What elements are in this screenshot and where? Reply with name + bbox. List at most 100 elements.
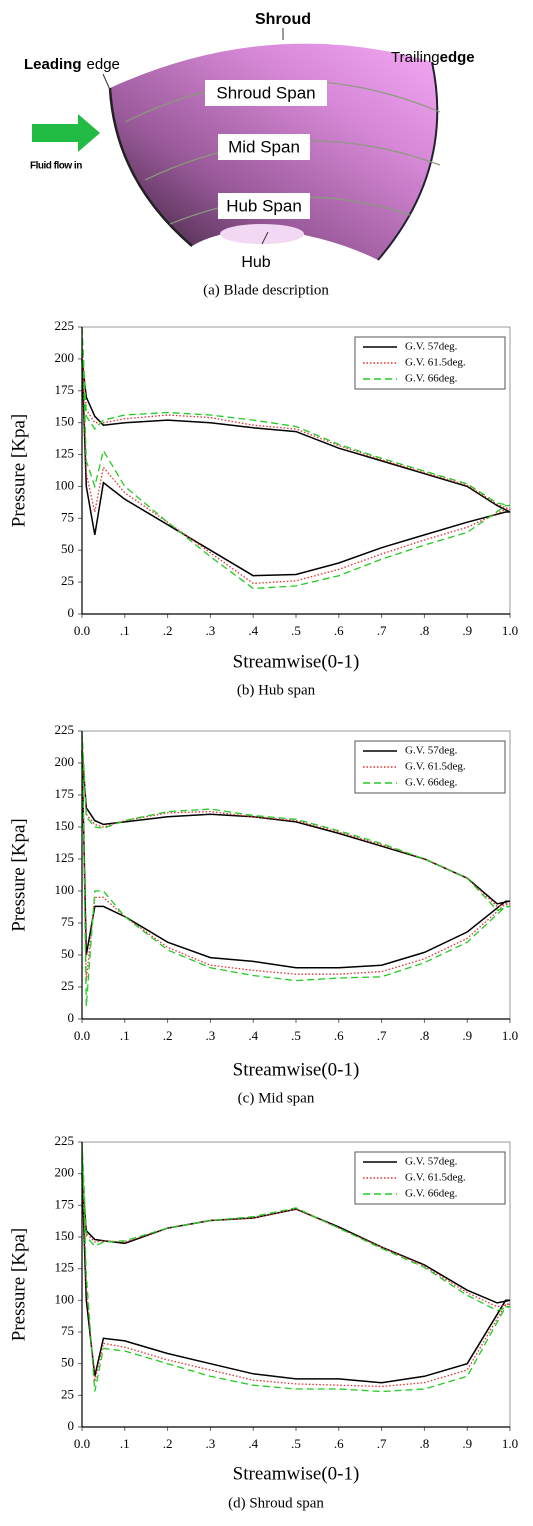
label-rest: edge <box>87 56 120 73</box>
y-tick-label: 150 <box>55 414 75 429</box>
y-tick-label: 25 <box>61 573 74 588</box>
x-tick-label: .6 <box>334 623 344 638</box>
label-bold: Leading <box>24 56 82 73</box>
blade-diagram: Shroud Leading edge Trailingedge Shroud S… <box>24 11 475 298</box>
x-tick-label: .4 <box>248 623 258 638</box>
y-tick-label: 75 <box>61 509 74 524</box>
y-tick-label: 50 <box>61 541 74 556</box>
label-box <box>205 80 327 106</box>
y-tick-label: 125 <box>55 446 75 461</box>
series-line <box>81 358 511 577</box>
x-tick-label: 0.0 <box>74 1436 90 1451</box>
leading-edge-label: Leading edge <box>24 56 120 73</box>
x-tick-label: 1.0 <box>502 623 518 638</box>
legend-box <box>354 1151 506 1205</box>
x-tick-label: 0.0 <box>74 1028 90 1043</box>
x-tick-label: .3 <box>206 623 216 638</box>
y-tick-label: 75 <box>61 1323 74 1338</box>
series-line <box>81 326 511 590</box>
x-axis-title: Streamwise(0-1) <box>233 1059 360 1080</box>
x-tick-label: .5 <box>291 623 301 638</box>
label-rest: Trailing <box>391 49 440 66</box>
hub-label: Hub <box>241 254 270 271</box>
series-line <box>81 1173 511 1384</box>
y-tick-label: 50 <box>61 1355 74 1370</box>
x-tick-label: .4 <box>248 1436 258 1451</box>
trailing-edge-label: Trailingedge <box>391 49 475 66</box>
caption: (b) Hub span <box>237 682 316 698</box>
y-tick-label: 225 <box>55 1133 75 1148</box>
x-tick-label: .7 <box>377 1028 387 1043</box>
x-tick-label: .8 <box>420 1028 430 1043</box>
y-tick-label: 125 <box>55 1260 75 1275</box>
x-axis-title: Streamwise(0-1) <box>233 651 360 672</box>
legend-label: G.V. 57deg. <box>405 341 458 353</box>
x-tick-label: .1 <box>120 623 130 638</box>
chart: 0 25 50 75 100 125 150 175 200 225 0.0 .1 .2 .3 .4 .5 .6… <box>8 1133 518 1511</box>
x-tick-label: 0.0 <box>74 623 90 638</box>
x-tick-label: .9 <box>462 1436 472 1451</box>
legend-label: G.V. 57deg. <box>405 745 458 757</box>
trailing-edge-line <box>377 61 439 261</box>
y-tick-label: 0 <box>68 605 75 620</box>
y-tick-label: 225 <box>55 722 75 737</box>
y-tick-label: 150 <box>55 1228 75 1243</box>
x-tick-label: .4 <box>248 1028 258 1043</box>
x-tick-label: .9 <box>462 623 472 638</box>
y-tick-label: 50 <box>61 946 74 961</box>
y-tick-label: 100 <box>55 477 75 492</box>
legend-label: G.V. 61.5deg. <box>405 357 466 369</box>
y-axis-title: Pressure [Kpa] <box>8 414 29 527</box>
series-line <box>81 1141 511 1393</box>
x-tick-label: .7 <box>377 1436 387 1451</box>
y-tick-label: 100 <box>55 882 75 897</box>
x-tick-label: .7 <box>377 623 387 638</box>
y-tick-label: 125 <box>55 850 75 865</box>
y-tick-label: 200 <box>55 754 75 769</box>
y-tick-label: 175 <box>55 382 75 397</box>
chart: 0 25 50 75 100 125 150 175 200 225 0.0 .1 .2 .3 .4 .5 .6… <box>8 318 518 698</box>
y-tick-label: 175 <box>55 786 75 801</box>
x-tick-label: .2 <box>163 1028 173 1043</box>
x-tick-label: .2 <box>163 623 173 638</box>
series-line <box>81 346 511 585</box>
caption: (a) Blade description <box>203 282 329 298</box>
x-tick-label: 1.0 <box>502 1436 518 1451</box>
leader-line <box>261 231 269 245</box>
legend-label: G.V. 57deg. <box>405 1156 458 1168</box>
series-line <box>81 730 511 1007</box>
flow-label: Fluid flow in <box>30 161 82 172</box>
hub-span-label: Hub Span <box>226 196 302 215</box>
y-tick-label: 200 <box>55 350 75 365</box>
y-tick-label: 0 <box>68 1010 75 1025</box>
y-tick-label: 200 <box>55 1165 75 1180</box>
series-line <box>81 750 511 969</box>
y-tick-label: 25 <box>61 1386 74 1401</box>
x-tick-label: .5 <box>291 1028 301 1043</box>
x-tick-label: .5 <box>291 1436 301 1451</box>
x-tick-label: .8 <box>420 1436 430 1451</box>
y-axis-title: Pressure [Kpa] <box>8 818 29 931</box>
x-tick-label: .3 <box>206 1436 216 1451</box>
x-axis-title: Streamwise(0-1) <box>233 1463 360 1484</box>
x-tick-label: .6 <box>334 1028 344 1043</box>
x-tick-label: 1.0 <box>502 1028 518 1043</box>
chart: 0 25 50 75 100 125 150 175 200 225 0.0 .1 .2 .3 .4 .5 .6… <box>8 722 518 1106</box>
x-tick-label: .8 <box>420 623 430 638</box>
y-tick-label: 175 <box>55 1196 75 1211</box>
shroud-label: Shroud <box>255 11 311 28</box>
caption: (c) Mid span <box>238 1090 315 1106</box>
y-tick-label: 225 <box>55 318 75 333</box>
series-line <box>81 737 511 981</box>
shroud-span-label: Shroud Span <box>216 83 315 102</box>
legend-box <box>354 336 506 390</box>
x-tick-label: .1 <box>120 1028 130 1043</box>
caption: (d) Shroud span <box>228 1495 324 1511</box>
legend-label: G.V. 66deg. <box>405 373 458 385</box>
x-tick-label: .9 <box>462 1028 472 1043</box>
leader-line <box>102 73 112 93</box>
y-tick-label: 150 <box>55 818 75 833</box>
y-tick-label: 75 <box>61 914 74 929</box>
